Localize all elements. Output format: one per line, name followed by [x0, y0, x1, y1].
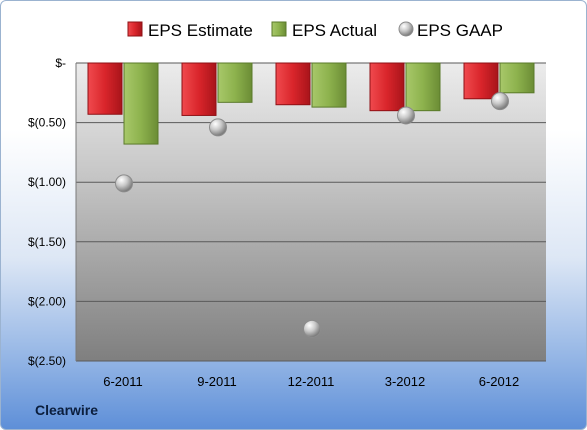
x-tick-label: 6-2012 [479, 374, 519, 389]
bars [87, 62, 535, 145]
bar-eps-actual [217, 62, 253, 103]
legend-marker-gaap [398, 21, 414, 37]
y-tick-label: $(1.50) [28, 235, 66, 249]
legend-item-estimate: EPS Estimate [127, 21, 253, 40]
bar-eps-actual [311, 62, 347, 108]
point-eps-gaap [303, 319, 321, 338]
point-eps-gaap [397, 106, 415, 125]
bar-eps-estimate [87, 62, 123, 115]
bar-eps-actual [123, 62, 159, 145]
bar-eps-actual [405, 62, 441, 112]
point-eps-gaap [491, 92, 509, 111]
y-tick-label: $(2.00) [28, 294, 66, 308]
bar-eps-estimate [275, 62, 311, 106]
bar-eps-actual [499, 62, 535, 94]
legend-label-estimate: EPS Estimate [148, 21, 253, 40]
company-label: Clearwire [35, 402, 99, 418]
y-tick-label: $(1.00) [28, 175, 66, 189]
y-axis: $- $(0.50) $(1.00) $(1.50) $(2.00) $(2.50) [28, 56, 77, 368]
legend-label-gaap: EPS GAAP [417, 21, 503, 40]
legend-item-actual: EPS Actual [271, 21, 377, 40]
point-eps-gaap [209, 118, 227, 137]
x-tick-label: 6-2011 [103, 374, 143, 389]
y-tick-label: $(2.50) [28, 354, 66, 368]
x-tick-label: 12-2011 [288, 374, 335, 389]
legend-swatch-actual [271, 21, 287, 37]
legend-swatch-estimate [127, 21, 143, 37]
gaap-points [115, 92, 509, 338]
x-tick-label: 3-2012 [385, 374, 425, 389]
legend-item-gaap: EPS GAAP [398, 21, 503, 40]
legend: EPS Estimate EPS Actual EPS GAAP [127, 21, 503, 40]
y-tick-label: $- [55, 56, 66, 70]
bar-eps-estimate [369, 62, 405, 112]
point-eps-gaap [115, 174, 133, 193]
legend-label-actual: EPS Actual [292, 21, 377, 40]
x-axis: 6-2011 9-2011 12-2011 3-2012 6-2012 [103, 374, 519, 389]
bar-eps-estimate [181, 62, 217, 116]
x-tick-label: 9-2011 [197, 374, 237, 389]
y-tick-label: $(0.50) [28, 116, 66, 130]
bar-eps-estimate [463, 62, 499, 100]
